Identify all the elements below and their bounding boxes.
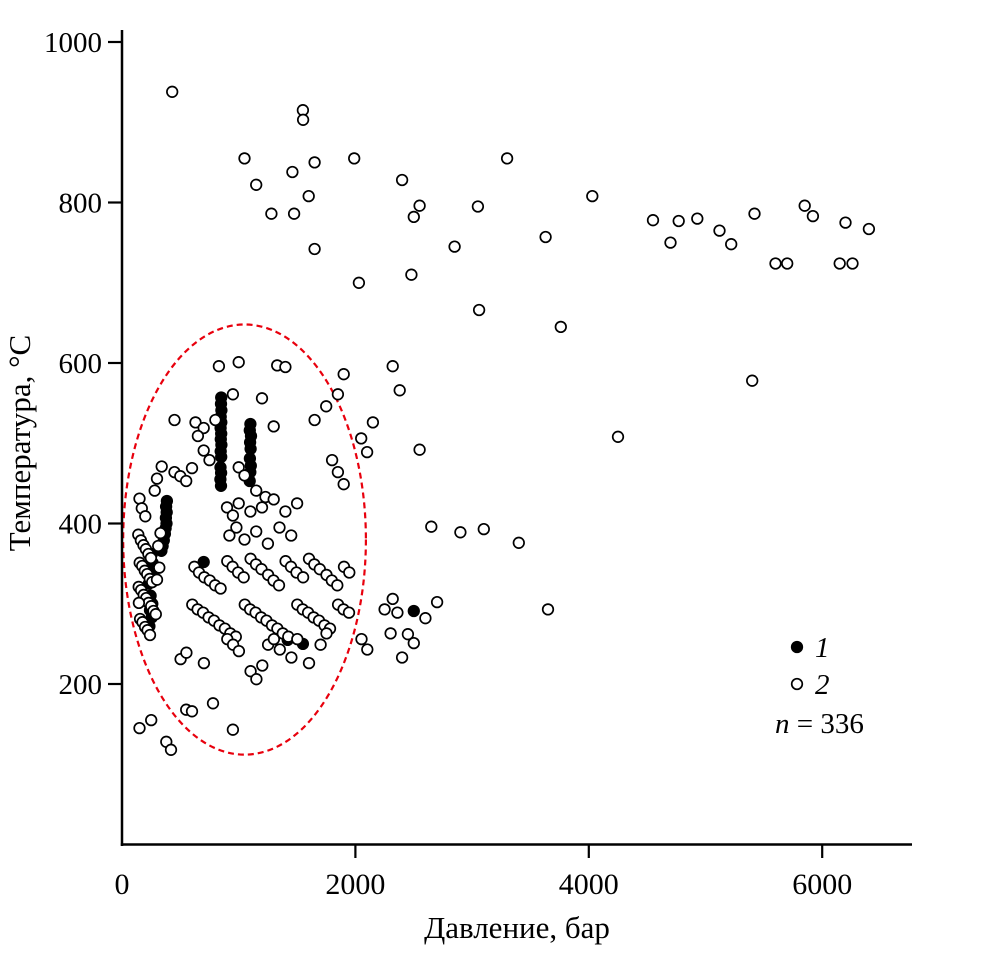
x-tick-label: 6000 [792,868,852,901]
legend-marker-filled [790,640,804,654]
x-axis-title: Давление, бар [424,910,610,945]
legend: 1 2 n = 336 [775,632,864,740]
x-tick-label: 4000 [559,868,619,901]
legend-count-note: n = 336 [775,708,864,740]
legend-label: 2 [815,669,830,701]
series-2-points [132,85,876,756]
y-tick-label: 600 [59,348,103,380]
axis-ticks [108,40,824,858]
x-tick-label: 2000 [325,868,385,901]
y-tick-label: 200 [59,669,103,701]
legend-label: 1 [815,632,830,664]
cluster-annotation-ellipse [122,323,368,756]
legend-marker-open [790,677,804,691]
y-tick-label: 400 [59,509,103,541]
y-tick-label: 1000 [44,27,102,59]
y-axis-title: Температура, °C [2,335,37,551]
axis-tick-labels: 200 400 600 800 1000 0 2000 4000 6000 [44,27,852,901]
y-tick-label: 800 [59,188,103,220]
x-tick-label: 0 [115,868,130,901]
series-1-points [142,391,420,651]
